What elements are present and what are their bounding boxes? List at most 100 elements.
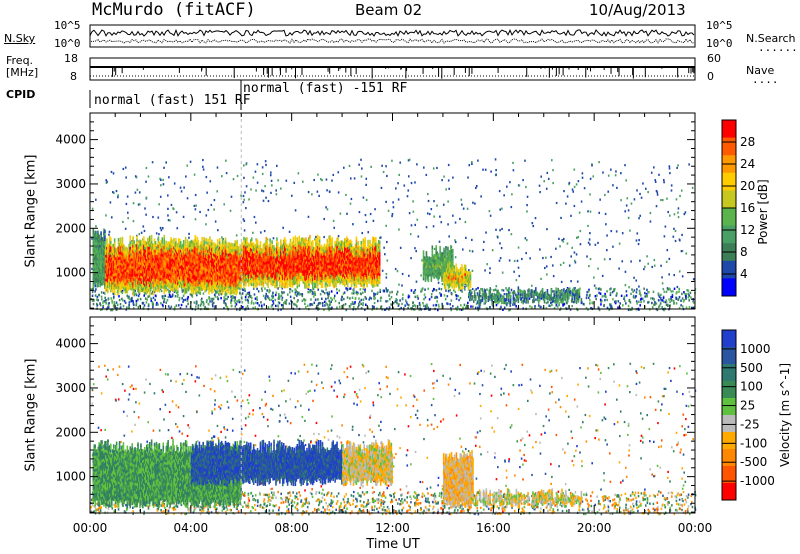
echo-cell [187, 248, 190, 252]
echo-cell [170, 263, 172, 268]
echo-cell [599, 298, 602, 301]
echo-cell [120, 264, 123, 269]
echo-cell [96, 252, 98, 256]
echo-cell [114, 256, 117, 261]
echo-cell [277, 301, 280, 304]
echo-cell [95, 268, 97, 273]
echo-cell [430, 292, 433, 296]
echo-cell [236, 239, 238, 244]
echo-cell [103, 244, 105, 248]
echo-cell [119, 261, 122, 265]
echo-cell [210, 256, 212, 261]
echo-cell [246, 292, 249, 295]
echo-cell [499, 242, 501, 245]
echo-cell [657, 292, 660, 295]
echo-cell [414, 288, 417, 292]
echo-cell [113, 288, 116, 293]
echo-cell [158, 259, 161, 264]
echo-cell [152, 254, 155, 259]
echo-cell [126, 266, 129, 270]
echo-cell [117, 275, 120, 279]
echo-cell [171, 257, 173, 262]
echo-cell [235, 246, 237, 251]
echo-cell [280, 308, 282, 311]
echo-cell [298, 293, 300, 296]
echo-cell [272, 300, 274, 303]
echo-cell [245, 306, 247, 310]
echo-cell [162, 282, 165, 287]
echo-cell [465, 236, 467, 239]
echo-cell [215, 273, 218, 277]
echo-cell [214, 246, 217, 251]
echo-cell [180, 285, 183, 290]
echo-cell [107, 271, 109, 275]
echo-cell [121, 291, 124, 295]
echo-cell [211, 244, 213, 249]
echo-cell [494, 158, 497, 161]
echo-cell [571, 297, 574, 301]
echo-cell [165, 301, 168, 304]
echo-cell [108, 275, 110, 279]
echo-cell [141, 275, 143, 279]
echo-cell [119, 258, 122, 263]
echo-cell [412, 200, 414, 203]
echo-cell [678, 290, 680, 293]
echo-cell [491, 249, 494, 252]
echo-cell [213, 271, 215, 275]
echo-cell [103, 276, 105, 280]
echo-cell [161, 296, 164, 300]
echo-cell [123, 274, 126, 279]
echo-cell [168, 250, 170, 254]
echo-cell [124, 268, 127, 273]
echo-cell [224, 280, 227, 284]
echo-cell [186, 271, 189, 275]
echo-cell [236, 279, 238, 284]
echo-cell [124, 284, 127, 289]
echo-cell [161, 274, 164, 278]
echo-cell [91, 207, 94, 210]
echo-cell [189, 160, 192, 163]
echo-cell [144, 267, 146, 271]
echo-cell [277, 179, 280, 182]
echo-cell [270, 305, 273, 308]
echo-cell [245, 163, 247, 166]
echo-cell [107, 265, 109, 270]
echo-cell [92, 279, 95, 283]
echo-cell [221, 243, 224, 247]
echo-cell [116, 273, 119, 277]
echo-cell [187, 263, 190, 268]
echo-cell [128, 262, 131, 266]
echo-cell [201, 236, 203, 241]
echo-cell [214, 265, 217, 269]
echo-cell [300, 293, 302, 296]
echo-cell [96, 262, 98, 267]
echo-cell [233, 296, 235, 299]
echo-cell [208, 259, 210, 263]
echo-cell [185, 175, 187, 178]
echo-cell [234, 277, 237, 282]
echo-cell [185, 281, 188, 285]
echo-cell [168, 252, 170, 257]
echo-cell [150, 282, 153, 287]
echo-cell [132, 276, 134, 280]
echo-cell [95, 244, 97, 249]
echo-cell [98, 261, 100, 265]
echo-cell [184, 268, 187, 273]
echo-cell [345, 287, 347, 290]
echo-cell [194, 277, 197, 282]
echo-cell [105, 181, 108, 185]
echo-cell [208, 285, 210, 290]
echo-cell [174, 270, 176, 275]
echo-cell [96, 257, 98, 261]
echo-cell [194, 285, 197, 290]
echo-cell [179, 307, 182, 310]
echo-cell [108, 264, 110, 269]
echo-cell [123, 248, 126, 252]
echo-cell [109, 254, 111, 258]
echo-cell [137, 251, 139, 256]
echo-cell [214, 220, 217, 223]
echo-cell [109, 245, 112, 250]
echo-cell [203, 279, 205, 283]
echo-cell [555, 201, 558, 205]
echo-cell [396, 301, 398, 305]
